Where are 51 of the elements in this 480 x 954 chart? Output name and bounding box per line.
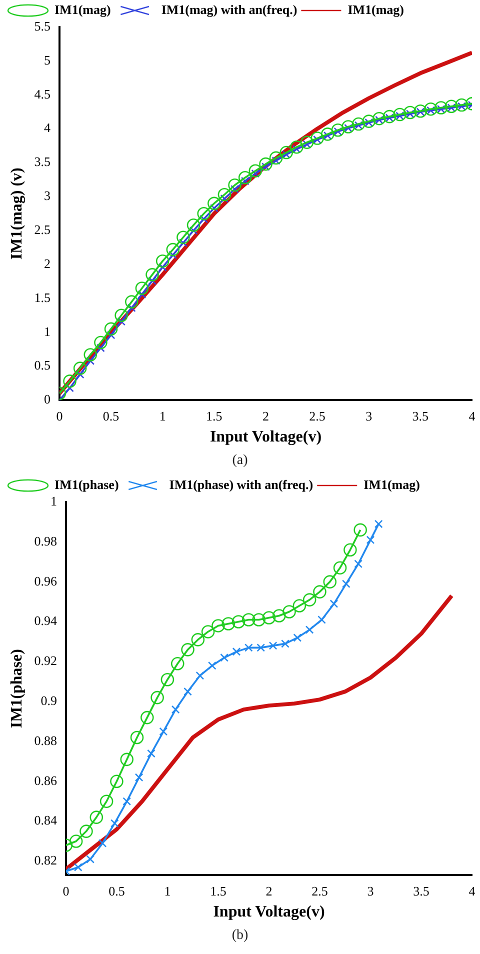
legend-label: IM1(phase) with an(freq.) — [169, 476, 314, 492]
y-tick-label: 2.5 — [34, 222, 50, 237]
x-tick-label: 1 — [159, 408, 166, 424]
y-tick-label: 0.98 — [34, 533, 57, 548]
x-tick-label: 2.5 — [309, 408, 326, 424]
x-tick-label: 3 — [366, 408, 372, 424]
y-axis-title: IM1(phase) — [8, 649, 26, 728]
y-tick-label: 0.82 — [34, 852, 57, 868]
y-tick-label: 4.5 — [34, 86, 50, 102]
text: (a) — [231, 452, 249, 470]
y-tick-label: 4 — [44, 120, 51, 136]
x-tick-label: 1.5 — [210, 883, 226, 898]
y-axis-title: IM1(mag) (v) — [8, 168, 26, 260]
y-tick-label: 0.96 — [34, 573, 58, 588]
y-tick-label: 0.9 — [40, 692, 57, 708]
x-axis-title: Input Voltage(v) — [210, 428, 322, 446]
x-tick-label: 0 — [62, 883, 70, 898]
y-tick-label: 0.5 — [34, 358, 50, 373]
legend-label: IM1(mag) — [364, 476, 420, 492]
x-tick-label: 3 — [367, 883, 374, 898]
x-tick-label: 0.5 — [108, 883, 125, 898]
y-tick-label: 1 — [50, 493, 57, 508]
y-tick-label: 1 — [44, 324, 50, 339]
x-tick-label: 4 — [468, 883, 476, 898]
y-tick-label: 0 — [44, 392, 50, 407]
x-tick-label: 1 — [164, 883, 171, 898]
y-tick-label: 0.88 — [34, 732, 57, 748]
y-tick-label: 3 — [44, 188, 50, 204]
y-tick-label: 3.5 — [34, 154, 50, 170]
x-tick-label: 2.5 — [312, 883, 328, 898]
x-tick-label: 2 — [262, 408, 269, 424]
legend-label: IM1(phase) — [54, 476, 119, 492]
y-tick-label: 2 — [44, 256, 50, 271]
x-tick-label: 3.5 — [412, 408, 429, 424]
legend-label: IM1(mag) — [348, 2, 404, 17]
x-tick-label: 4 — [468, 408, 476, 424]
y-tick-label: 0.86 — [34, 772, 58, 788]
legend-label: IM1(mag) — [54, 2, 111, 17]
y-tick-label: 0.84 — [34, 812, 58, 828]
y-tick-label: 0.94 — [34, 613, 58, 628]
y-tick-label: 1.5 — [34, 290, 50, 305]
x-tick-label: 1.5 — [206, 408, 222, 424]
text: (b) — [230, 927, 250, 945]
legend-label: IM1(mag) with an(freq.) — [161, 2, 298, 17]
x-tick-label: 2 — [266, 883, 272, 898]
y-tick-label: 0.92 — [34, 653, 57, 668]
x-tick-label: 0.5 — [102, 408, 120, 424]
y-tick-label: 5.5 — [34, 18, 50, 34]
y-tick-label: 5 — [44, 52, 50, 68]
x-tick-label: 3.5 — [413, 883, 430, 898]
x-axis-title: Input Voltage(v) — [213, 904, 325, 921]
